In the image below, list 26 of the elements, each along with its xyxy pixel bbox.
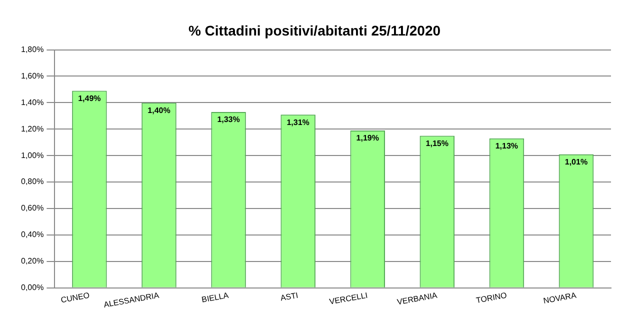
data-label: 1,13%	[495, 142, 518, 151]
y-tick-label: 0,40%	[20, 230, 44, 240]
x-tick-label: VERCELLI	[328, 290, 368, 306]
y-tick-label: 0,20%	[20, 256, 44, 266]
data-label: 1,33%	[217, 115, 240, 124]
chart-title: % Cittadini positivi/abitanti 25/11/2020	[188, 22, 441, 38]
data-label: 1,31%	[286, 118, 310, 127]
y-tick-label: 0,80%	[20, 177, 44, 186]
x-tick-label: NOVARA	[542, 290, 578, 306]
data-label: 1,40%	[148, 106, 170, 115]
y-tick-label: 1,60%	[20, 71, 44, 80]
y-tick-label: 1,20%	[20, 124, 44, 134]
x-tick-label: TORINO	[475, 290, 508, 306]
data-label: 1,19%	[356, 134, 379, 143]
y-tick-label: 1,40%	[20, 98, 44, 107]
data-label: 1,49%	[78, 94, 101, 103]
x-tick-label: VERBANIA	[396, 290, 439, 307]
data-label: 1,15%	[426, 138, 448, 148]
data-label: 1,01%	[564, 157, 588, 166]
y-tick-label: 1,80%	[20, 45, 44, 54]
x-tick-label: CUNEO	[60, 290, 90, 305]
y-tick-label: 0,60%	[20, 204, 44, 213]
y-tick-label: 0,00%	[20, 283, 44, 292]
x-tick-label: BIELLA	[200, 290, 230, 304]
x-tick-label: ASTI	[280, 290, 299, 303]
y-tick-label: 1,00%	[20, 150, 44, 160]
